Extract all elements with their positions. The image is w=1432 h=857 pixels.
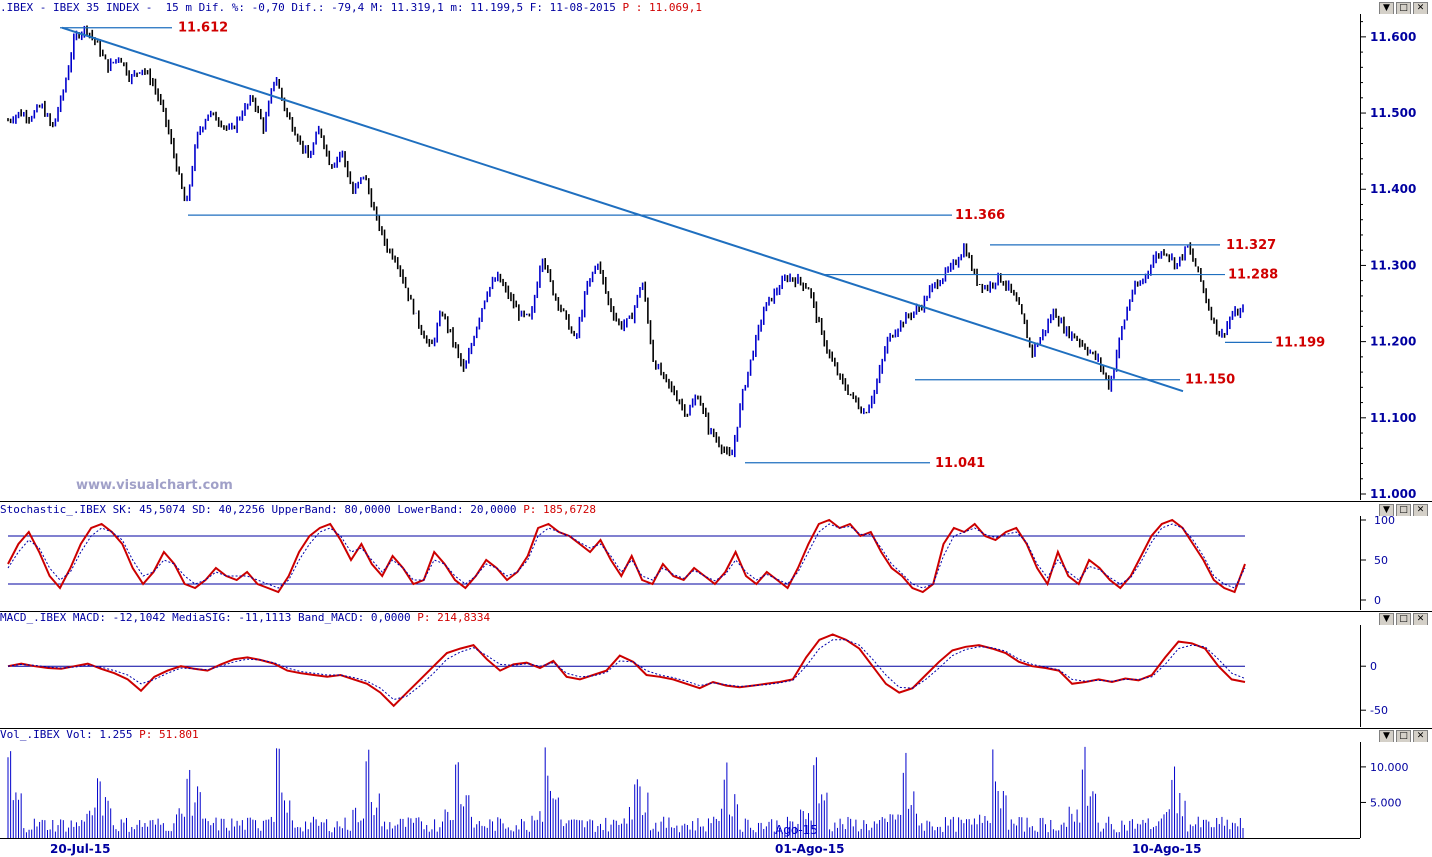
date-label: 20-Jul-15 bbox=[50, 842, 111, 856]
minimize-button[interactable]: ▼ bbox=[1379, 613, 1394, 626]
level-label: 11.612 bbox=[178, 21, 228, 36]
stoch-axis bbox=[1360, 516, 1432, 610]
sd-line bbox=[7, 523, 1246, 589]
level-label: 11.327 bbox=[1226, 238, 1276, 253]
y-tick-label: 11.100 bbox=[1370, 411, 1416, 425]
date-label: 10-Ago-15 bbox=[1132, 842, 1202, 856]
level-label: 11.366 bbox=[955, 208, 1005, 223]
vol-panel-header: Vol_.IBEX Vol: 1.255 P: 51.801 bbox=[0, 728, 199, 741]
y-tick-label: 11.400 bbox=[1370, 182, 1416, 196]
y-tick-label: 10.000 bbox=[1370, 761, 1409, 774]
y-tick-label: 100 bbox=[1374, 516, 1395, 527]
y-tick-label: 11.500 bbox=[1370, 106, 1416, 120]
trendline bbox=[61, 26, 1184, 393]
price-header-text: .IBEX - IBEX 35 INDEX - 15 m Dif. %: -0,… bbox=[0, 1, 623, 14]
y-tick-label: 11.200 bbox=[1370, 335, 1416, 349]
price-chart: 11.600 11.500 11.400 11.300 11.200 11.100 11.0… bbox=[7, 21, 1416, 500]
divider bbox=[0, 501, 1432, 502]
divider bbox=[0, 728, 1432, 729]
stoch-header-text: Stochastic_.IBEX SK: 45,5074 SD: 40,2256… bbox=[0, 503, 524, 516]
price-header-p: P : 11.069,1 bbox=[622, 1, 703, 14]
macd-axis bbox=[1360, 625, 1432, 727]
vol-header-text: Vol_.IBEX Vol: 1.255 bbox=[0, 728, 140, 741]
maximize-button[interactable]: □ bbox=[1396, 2, 1411, 15]
y-tick-label: 0 bbox=[1374, 594, 1381, 607]
level-label: 11.288 bbox=[1228, 268, 1278, 283]
watermark: www.visualchart.com bbox=[76, 478, 233, 493]
price-window-buttons: ▼ □ ✕ bbox=[1379, 2, 1428, 15]
y-tick-label: 50 bbox=[1374, 554, 1388, 567]
maximize-button[interactable]: □ bbox=[1396, 504, 1411, 517]
stoch-panel-header: Stochastic_.IBEX SK: 45,5074 SD: 40,2256… bbox=[0, 503, 596, 516]
stoch-header-p: P: 185,6728 bbox=[523, 503, 597, 516]
level-label: 11.199 bbox=[1275, 335, 1325, 350]
level-label: 11.041 bbox=[935, 456, 985, 471]
macd-header-p: P: 214,8334 bbox=[417, 611, 491, 624]
macd-window-buttons: ▼ □ ✕ bbox=[1379, 613, 1428, 626]
y-tick-label: 11.600 bbox=[1370, 30, 1416, 44]
macd-chart: 0 -50 bbox=[7, 633, 1388, 717]
level-label: 11.150 bbox=[1185, 373, 1235, 388]
volume-chart: 10.000 5.000 bbox=[7, 746, 1409, 838]
macd-header-text: MACD_.IBEX MACD: -12,1042 MediaSIG: -11,… bbox=[0, 611, 418, 624]
macd-panel-header: MACD_.IBEX MACD: -12,1042 MediaSIG: -11,… bbox=[0, 611, 490, 624]
price-axis bbox=[1360, 14, 1432, 500]
sk-line bbox=[7, 518, 1246, 594]
inner-date-label: Ago-15 bbox=[775, 823, 818, 837]
vol-axis bbox=[1360, 742, 1432, 838]
y-tick-label: 0 bbox=[1370, 660, 1377, 673]
stochastic-chart: 100 50 0 bbox=[7, 516, 1395, 607]
signal-line bbox=[7, 639, 1246, 701]
date-axis-line bbox=[0, 838, 1360, 839]
y-tick-label: 5.000 bbox=[1370, 796, 1402, 809]
y-tick-label: 11.300 bbox=[1370, 258, 1416, 272]
divider bbox=[0, 611, 1432, 612]
vol-header-p: P: 51.801 bbox=[139, 728, 199, 741]
price-panel-header: .IBEX - IBEX 35 INDEX - 15 m Dif. %: -0,… bbox=[0, 1, 702, 14]
date-label: 01-Ago-15 bbox=[775, 842, 845, 856]
y-tick-label: -50 bbox=[1370, 704, 1388, 717]
y-tick-label: 11.000 bbox=[1370, 487, 1416, 500]
